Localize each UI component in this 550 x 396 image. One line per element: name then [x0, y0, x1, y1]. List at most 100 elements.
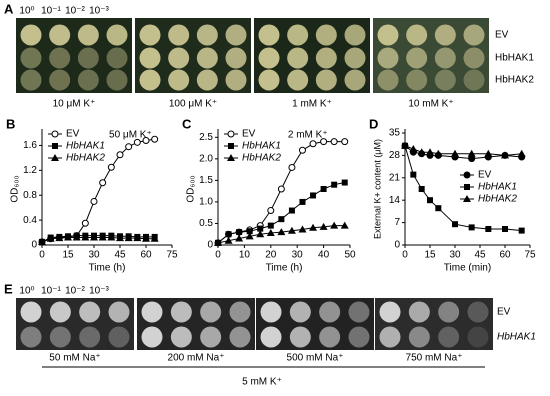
marker — [81, 219, 89, 227]
marker — [309, 223, 318, 231]
legend-marker — [52, 143, 58, 149]
colony — [377, 69, 399, 91]
colony — [287, 24, 309, 46]
colony — [348, 326, 370, 348]
marker — [298, 146, 306, 154]
condition-label: 1 mM K⁺ — [292, 99, 332, 110]
colony — [170, 326, 192, 348]
x-tick-label: 15 — [424, 250, 436, 261]
colony — [77, 24, 99, 46]
x-axis-label: Time (h) — [89, 263, 126, 274]
y-tick-label: 1.6 — [23, 140, 37, 151]
colony — [379, 326, 401, 348]
colony — [168, 69, 190, 91]
series-line — [404, 145, 522, 156]
dilution-label: 10⁰ — [19, 6, 34, 17]
colony — [289, 301, 311, 323]
x-tick-label: 75 — [166, 250, 178, 261]
x-tick-label: 30 — [88, 250, 100, 261]
marker — [502, 226, 508, 232]
annotation: 50 μM K⁺ — [109, 130, 152, 141]
strain-label: HbHAK2 — [495, 75, 534, 86]
y-tick-label: 0 — [31, 240, 37, 251]
marker — [467, 149, 476, 157]
colony — [20, 24, 42, 46]
colony — [260, 301, 282, 323]
marker — [410, 171, 417, 178]
colony — [77, 47, 99, 69]
colony — [260, 326, 282, 348]
y-axis-label: OD₆₀₀ — [186, 175, 197, 202]
y-tick-label: 14 — [389, 195, 401, 206]
colony — [344, 47, 366, 69]
marker — [298, 225, 307, 233]
colony — [463, 47, 485, 69]
marker — [246, 228, 253, 235]
colony — [106, 24, 128, 46]
colony — [170, 301, 192, 323]
condition-label: 100 μM K⁺ — [169, 99, 217, 110]
legend-label: HbHAK1 — [478, 182, 517, 193]
marker — [277, 185, 285, 193]
colony — [467, 326, 489, 348]
colony — [229, 301, 251, 323]
marker — [518, 227, 525, 234]
colony — [406, 69, 428, 91]
colony — [434, 47, 456, 69]
colony — [319, 326, 341, 348]
series-line — [404, 145, 522, 232]
marker — [401, 141, 409, 149]
marker — [320, 138, 328, 146]
strain-label: HbHAK1 — [495, 53, 534, 64]
colony — [141, 301, 163, 323]
colony — [406, 24, 428, 46]
colony — [315, 24, 337, 46]
legend-label: EV — [66, 129, 80, 140]
colony — [225, 24, 247, 46]
marker — [501, 151, 509, 159]
colony — [20, 47, 42, 69]
marker — [46, 234, 55, 242]
legend-label: HbHAK1 — [242, 141, 281, 152]
marker — [72, 233, 81, 241]
colony — [20, 326, 42, 348]
marker — [409, 145, 418, 152]
legend-marker — [464, 184, 470, 190]
colony — [463, 69, 485, 91]
colony — [463, 24, 485, 46]
marker — [133, 138, 141, 146]
marker — [107, 233, 116, 241]
y-tick-label: 2.5 — [199, 132, 213, 143]
marker — [417, 148, 426, 156]
condition-label: 10 mM K⁺ — [408, 99, 453, 110]
x-tick-label: 60 — [140, 250, 152, 261]
colony — [20, 301, 42, 323]
colony — [141, 326, 163, 348]
x-tick-label: 45 — [114, 250, 126, 261]
marker — [236, 229, 243, 236]
colony — [229, 326, 251, 348]
footer-label: 5 mM K⁺ — [242, 377, 282, 388]
condition-label: 10 μM K⁺ — [53, 99, 96, 110]
marker — [319, 222, 328, 230]
legend-marker — [227, 130, 235, 138]
dilution-label: 10⁻² — [65, 6, 85, 17]
y-tick-label: 1.5 — [199, 175, 213, 186]
y-tick-label: 21 — [389, 172, 401, 183]
colony — [20, 69, 42, 91]
marker — [517, 149, 526, 157]
colony — [344, 24, 366, 46]
colony — [377, 47, 399, 69]
panel-letter: C — [182, 116, 192, 131]
legend-label: HbHAK2 — [242, 153, 281, 164]
marker — [452, 221, 458, 228]
colony — [139, 47, 161, 69]
marker — [267, 207, 275, 215]
colony — [196, 69, 218, 91]
marker — [55, 234, 64, 242]
colony — [79, 301, 101, 323]
marker — [418, 186, 425, 192]
marker — [310, 192, 317, 199]
colony — [139, 69, 161, 91]
marker — [133, 234, 142, 242]
